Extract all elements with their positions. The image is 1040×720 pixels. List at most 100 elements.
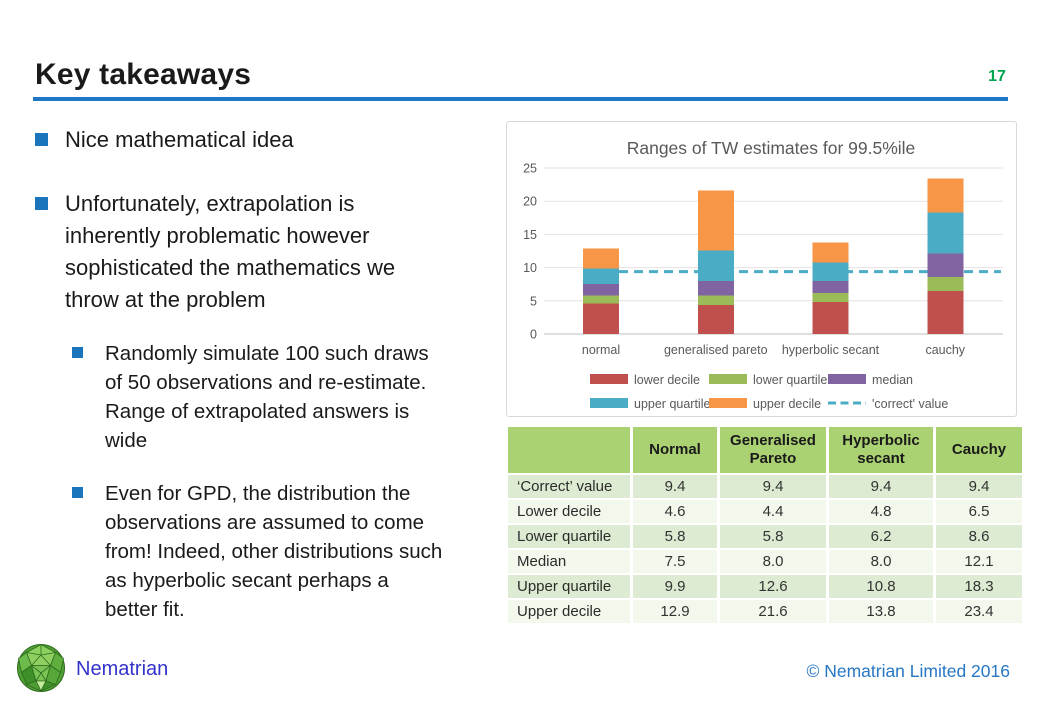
bullet-square-icon	[72, 487, 83, 498]
table-header-generalised-pareto: Generalised Pareto	[720, 427, 826, 473]
bar-segment-median	[812, 280, 849, 293]
table-cell: 12.9	[633, 600, 717, 623]
table-header-normal: Normal	[633, 427, 717, 473]
x-category-label: hyperbolic secant	[782, 343, 880, 357]
bar-segment-lower-quartile	[812, 292, 849, 303]
sub-bullet-item: Randomly simulate 100 such draws of 50 o…	[35, 339, 525, 455]
row-label: Lower decile	[508, 500, 630, 523]
legend-label: upper quartile	[634, 397, 710, 411]
legend-swatch	[709, 398, 747, 408]
bullet-text: Nice mathematical idea	[65, 127, 294, 152]
legend-label: upper decile	[753, 397, 821, 411]
estimates-table: Normal Generalised Pareto Hyperbolic secan…	[505, 425, 1025, 625]
page-title: Key takeaways	[35, 58, 252, 91]
table-cell: 10.8	[829, 575, 933, 598]
legend-swatch	[709, 374, 747, 384]
row-label: ‘Correct’ value	[508, 475, 630, 498]
table-row: Median 7.5 8.0 8.0 12.1	[508, 550, 1022, 573]
table-cell: 9.4	[936, 475, 1022, 498]
table-cell: 4.8	[829, 500, 933, 523]
legend-label: 'correct' value	[872, 397, 948, 411]
legend-swatch	[828, 374, 866, 384]
bullet-square-icon	[72, 347, 83, 358]
bar-segment-upper-quartile	[697, 250, 734, 281]
table-cell: 9.4	[720, 475, 826, 498]
bar-segment-lower-quartile	[927, 276, 964, 291]
slide-number: 17	[988, 68, 1006, 85]
table-cell: 7.5	[633, 550, 717, 573]
table-header-cauchy: Cauchy	[936, 427, 1022, 473]
brand-name: Nematrian	[76, 658, 169, 680]
bullet-item: Unfortunately, extrapolation is inherent…	[35, 188, 505, 316]
legend-swatch	[590, 398, 628, 408]
x-category-label: cauchy	[925, 343, 965, 357]
bar-segment-upper-decile	[927, 178, 964, 213]
bar-segment-upper-decile	[812, 242, 849, 263]
bullet-square-icon	[35, 197, 48, 210]
row-label: Median	[508, 550, 630, 573]
row-label: Upper quartile	[508, 575, 630, 598]
bar-segment-lower-decile	[697, 304, 734, 334]
table-cell: 12.6	[720, 575, 826, 598]
table-cell: 4.6	[633, 500, 717, 523]
y-tick-label: 20	[523, 195, 537, 209]
bar-segment-median	[697, 280, 734, 296]
y-tick-label: 25	[523, 162, 537, 176]
sub-bullet-item: Even for GPD, the distribution the obser…	[35, 479, 525, 624]
bar-segment-lower-quartile	[583, 295, 619, 304]
table-cell: 18.3	[936, 575, 1022, 598]
bullet-text: Randomly simulate 100 such draws of 50 o…	[105, 342, 429, 452]
nematrian-logo-icon	[17, 644, 65, 692]
bar-segment-upper-decile	[583, 248, 619, 269]
bullet-text: Unfortunately, extrapolation is inherent…	[65, 191, 396, 312]
table-row: Upper quartile 9.9 12.6 10.8 18.3	[508, 575, 1022, 598]
row-label: Upper decile	[508, 600, 630, 623]
table-cell: 6.5	[936, 500, 1022, 523]
table-cell: 4.4	[720, 500, 826, 523]
bar-segment-lower-decile	[927, 290, 964, 334]
y-tick-label: 15	[523, 228, 537, 242]
bar-segment-upper-quartile	[927, 212, 964, 254]
bullet-square-icon	[35, 133, 48, 146]
bar-segment-lower-decile	[812, 302, 849, 334]
table-row: Lower decile 4.6 4.4 4.8 6.5	[508, 500, 1022, 523]
table-cell: 6.2	[829, 525, 933, 548]
chart-canvas: Ranges of TW estimates for 99.5%ile 0 5 10 1…	[523, 138, 1003, 411]
table-cell: 9.9	[633, 575, 717, 598]
table-cell: 13.8	[829, 600, 933, 623]
bullet-item: Nice mathematical idea	[35, 124, 505, 156]
bar-segment-upper-quartile	[583, 268, 619, 285]
table-cell: 8.0	[720, 550, 826, 573]
tw-estimates-chart: Ranges of TW estimates for 99.5%ile 0 5 10 1…	[506, 121, 1017, 417]
y-tick-label: 10	[523, 261, 537, 275]
table-cell: 8.6	[936, 525, 1022, 548]
legend-label: lower decile	[634, 373, 700, 387]
table-cell: 5.8	[633, 525, 717, 548]
table-row: Upper decile 12.9 21.6 13.8 23.4	[508, 600, 1022, 623]
bar-segment-lower-quartile	[697, 295, 734, 305]
title-rule	[33, 97, 1008, 101]
legend-label: median	[872, 373, 913, 387]
table-header-row: Normal Generalised Pareto Hyperbolic secan…	[508, 427, 1022, 473]
table-cell: 9.4	[633, 475, 717, 498]
bar-segment-upper-quartile	[812, 262, 849, 281]
legend-swatch	[590, 374, 628, 384]
table-row: ‘Correct’ value 9.4 9.4 9.4 9.4	[508, 475, 1022, 498]
x-category-label: normal	[582, 343, 620, 357]
bar-segment-median	[927, 253, 964, 277]
bar-segment-median	[583, 284, 619, 296]
table-header-hyperbolic-secant: Hyperbolic secant	[829, 427, 933, 473]
y-tick-label: 0	[530, 328, 537, 342]
legend-label: lower quartile	[753, 373, 827, 387]
bar-segment-lower-decile	[583, 303, 619, 334]
copyright-text: © Nematrian Limited 2016	[806, 661, 1010, 681]
table-cell: 8.0	[829, 550, 933, 573]
table-header-empty	[508, 427, 630, 473]
table-cell: 12.1	[936, 550, 1022, 573]
table-row: Lower quartile 5.8 5.8 6.2 8.6	[508, 525, 1022, 548]
bullet-text: Even for GPD, the distribution the obser…	[105, 482, 443, 621]
table-cell: 9.4	[829, 475, 933, 498]
row-label: Lower quartile	[508, 525, 630, 548]
y-tick-label: 5	[530, 294, 537, 308]
